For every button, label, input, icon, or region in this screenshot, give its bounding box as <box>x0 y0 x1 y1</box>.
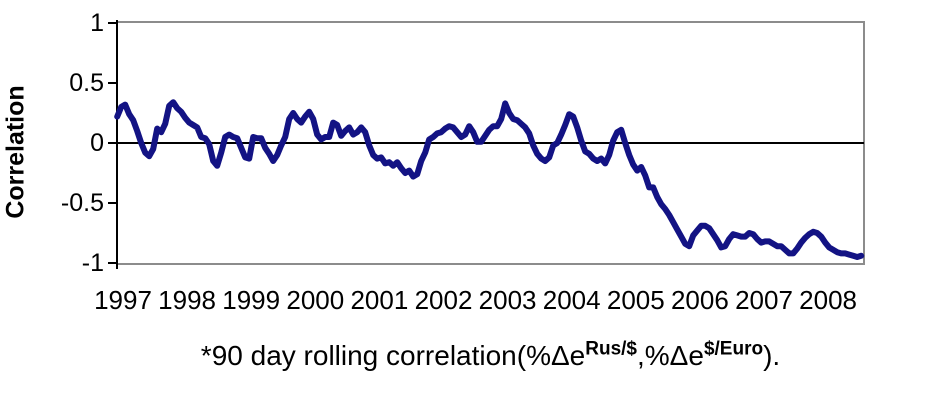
x-tick-label: 2001 <box>350 285 409 315</box>
y-tick-label: -0.5 <box>60 189 104 217</box>
y-tick-label: 1 <box>90 9 104 37</box>
x-tick-label: 2006 <box>670 285 729 315</box>
x-tick-label: 2003 <box>478 285 537 315</box>
caption-text-mid: ,%Δe <box>637 340 704 371</box>
y-tick-label: -1 <box>81 249 104 277</box>
x-tick-label: 2007 <box>735 285 793 315</box>
correlation-line <box>114 99 865 260</box>
caption-superscript-usd-euro: $/Euro <box>703 338 764 360</box>
x-tick-label: 2000 <box>286 285 345 315</box>
caption-text-suffix: ). <box>763 340 781 371</box>
x-tick-label: 2004 <box>542 285 601 315</box>
x-tick-label: 2005 <box>606 285 665 315</box>
y-tick-label: 0.5 <box>69 69 104 97</box>
x-tick-label: 2008 <box>799 285 858 315</box>
chart-caption: *90 day rolling correlation(%ΔeRus/$,%Δe… <box>117 340 864 372</box>
y-tick-label: 0 <box>90 129 104 157</box>
x-tick-label: 1999 <box>222 285 281 315</box>
caption-text-prefix: *90 day rolling correlation(%Δe <box>200 340 586 371</box>
caption-superscript-rus-usd: Rus/$ <box>585 338 637 360</box>
x-tick-label: 1998 <box>158 285 217 315</box>
x-tick-label: 1997 <box>94 285 152 315</box>
x-tick-label: 2002 <box>414 285 473 315</box>
